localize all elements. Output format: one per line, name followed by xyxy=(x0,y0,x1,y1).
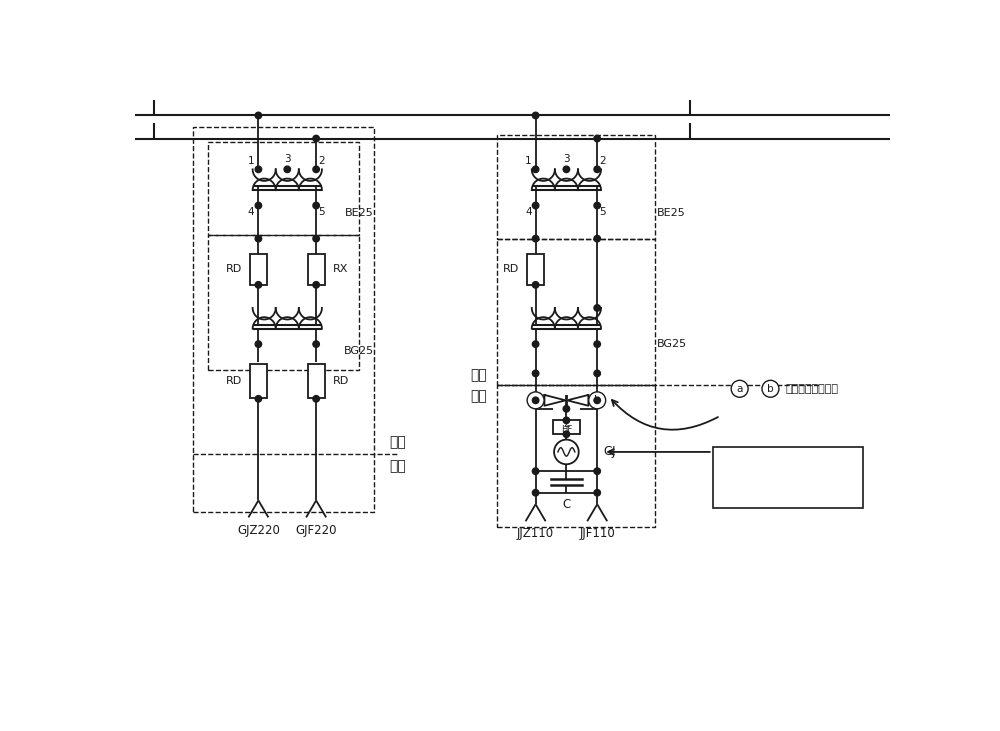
Circle shape xyxy=(563,431,570,437)
Circle shape xyxy=(255,166,262,173)
Text: BE25: BE25 xyxy=(345,208,374,218)
Text: Z: Z xyxy=(563,420,569,429)
Circle shape xyxy=(532,112,539,118)
Circle shape xyxy=(563,406,570,412)
Bar xyxy=(250,254,267,285)
Text: GJZ220: GJZ220 xyxy=(237,523,280,537)
Bar xyxy=(308,254,325,285)
Circle shape xyxy=(313,235,319,242)
Circle shape xyxy=(563,166,570,173)
Text: 室外: 室外 xyxy=(470,368,487,383)
Text: GJ: GJ xyxy=(603,445,616,458)
Circle shape xyxy=(762,380,779,397)
Text: a: a xyxy=(736,384,743,394)
Circle shape xyxy=(594,393,600,400)
Text: 2: 2 xyxy=(318,156,325,166)
Circle shape xyxy=(255,281,262,288)
Text: 室内: 室内 xyxy=(389,459,406,473)
Text: 4: 4 xyxy=(525,207,532,217)
Circle shape xyxy=(731,380,748,397)
Text: C: C xyxy=(562,498,571,511)
Text: 1: 1 xyxy=(248,156,255,166)
Bar xyxy=(308,364,325,398)
Text: BG25: BG25 xyxy=(656,338,687,349)
Circle shape xyxy=(532,468,539,474)
Text: 室内: 室内 xyxy=(470,390,487,404)
Text: GJF220: GJF220 xyxy=(295,523,337,537)
Circle shape xyxy=(594,202,600,209)
Text: 1: 1 xyxy=(525,156,532,166)
Circle shape xyxy=(313,341,319,347)
Circle shape xyxy=(594,397,600,404)
Text: RD: RD xyxy=(333,376,349,386)
Circle shape xyxy=(594,490,600,496)
Circle shape xyxy=(255,235,262,242)
Circle shape xyxy=(532,490,539,496)
Text: 等效电路: 等效电路 xyxy=(772,482,800,496)
Circle shape xyxy=(594,341,600,347)
Text: a: a xyxy=(532,395,539,406)
Circle shape xyxy=(532,166,539,173)
Circle shape xyxy=(313,166,319,173)
Text: BE25: BE25 xyxy=(656,208,685,218)
Text: RD: RD xyxy=(226,376,242,386)
Circle shape xyxy=(594,305,600,311)
Text: 4: 4 xyxy=(248,207,255,217)
Circle shape xyxy=(594,468,600,474)
Circle shape xyxy=(313,202,319,209)
Polygon shape xyxy=(544,395,566,406)
Text: JJZ110: JJZ110 xyxy=(517,527,554,540)
Circle shape xyxy=(313,281,319,288)
Bar xyxy=(553,420,580,434)
Circle shape xyxy=(594,135,600,142)
Circle shape xyxy=(313,395,319,402)
Circle shape xyxy=(255,112,262,118)
Circle shape xyxy=(532,370,539,376)
Text: RD: RD xyxy=(503,265,519,274)
Circle shape xyxy=(284,166,291,173)
Circle shape xyxy=(313,135,319,142)
Circle shape xyxy=(554,439,579,464)
Text: 3: 3 xyxy=(284,154,291,164)
Circle shape xyxy=(532,393,539,400)
Text: b: b xyxy=(767,384,774,394)
Circle shape xyxy=(532,281,539,288)
Text: 5: 5 xyxy=(318,207,325,217)
Text: 2: 2 xyxy=(600,156,606,166)
Circle shape xyxy=(532,397,539,404)
Text: HF: HF xyxy=(561,425,572,434)
Circle shape xyxy=(527,392,544,409)
Circle shape xyxy=(255,341,262,347)
Circle shape xyxy=(532,202,539,209)
Text: BG25: BG25 xyxy=(344,346,374,357)
Text: RX: RX xyxy=(333,265,348,274)
Bar xyxy=(250,364,267,398)
Text: 5: 5 xyxy=(600,207,606,217)
Bar xyxy=(527,254,544,285)
Text: 为模拟负载接入点: 为模拟负载接入点 xyxy=(786,384,839,394)
Circle shape xyxy=(255,202,262,209)
Circle shape xyxy=(532,341,539,347)
Text: b: b xyxy=(594,395,601,406)
Text: 室外: 室外 xyxy=(389,436,406,450)
Bar xyxy=(713,447,863,508)
Text: 3: 3 xyxy=(563,154,570,164)
Circle shape xyxy=(532,235,539,242)
Circle shape xyxy=(594,235,600,242)
Text: JJF110: JJF110 xyxy=(579,527,615,540)
Circle shape xyxy=(589,392,606,409)
Circle shape xyxy=(594,166,600,173)
Text: RD: RD xyxy=(226,265,242,274)
Text: 模拟负载: 模拟负载 xyxy=(772,467,800,480)
Circle shape xyxy=(563,417,570,423)
Polygon shape xyxy=(567,395,588,406)
Circle shape xyxy=(255,395,262,402)
Circle shape xyxy=(594,370,600,376)
